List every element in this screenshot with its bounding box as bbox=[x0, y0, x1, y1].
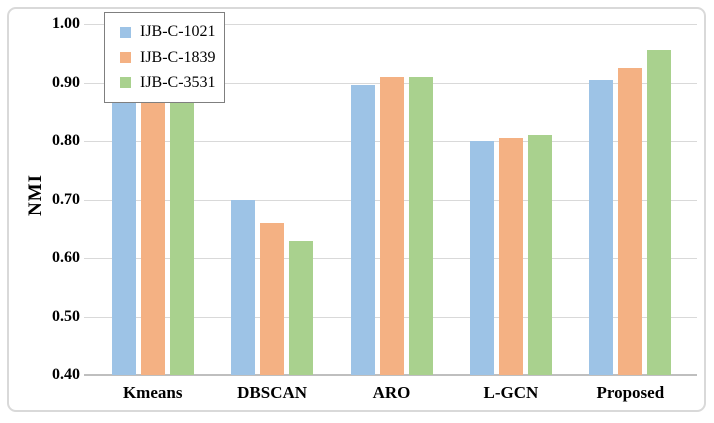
bar-group-dbscan bbox=[212, 24, 331, 375]
bar-aro-ijb-c-1021 bbox=[350, 85, 375, 375]
bar-dbscan-ijb-c-3531 bbox=[289, 240, 314, 375]
y-tick-label: 0.50 bbox=[52, 307, 80, 325]
bar-aro-ijb-c-3531 bbox=[408, 76, 433, 375]
gridline bbox=[84, 24, 697, 25]
bar-l-gcn-ijb-c-1021 bbox=[469, 141, 494, 375]
legend-item: IJB-C-3531 bbox=[120, 74, 224, 92]
y-tick-label: 0.90 bbox=[52, 73, 80, 91]
x-category-label-proposed: Proposed bbox=[596, 383, 665, 402]
bar-group-proposed bbox=[571, 24, 690, 375]
y-tick-label: 1.00 bbox=[52, 15, 80, 32]
bar-dbscan-ijb-c-1839 bbox=[260, 222, 285, 375]
bar-proposed-ijb-c-3531 bbox=[647, 50, 672, 375]
x-category-label-kmeans: Kmeans bbox=[122, 383, 183, 402]
bar-l-gcn-ijb-c-1839 bbox=[498, 138, 523, 375]
bar-group-kmeans bbox=[93, 24, 212, 375]
legend-label: IJB-C-1021 bbox=[140, 23, 216, 41]
bar-kmeans-ijb-c-1839 bbox=[140, 94, 165, 375]
bar-proposed-ijb-c-1839 bbox=[618, 67, 643, 375]
legend-item: IJB-C-1839 bbox=[120, 49, 224, 67]
y-tick-label: 0.60 bbox=[52, 249, 80, 266]
legend-label: IJB-C-3531 bbox=[140, 73, 216, 91]
x-category-label-dbscan: DBSCAN bbox=[237, 383, 308, 402]
legend-swatch-icon bbox=[120, 52, 131, 63]
bar-group-l-gcn bbox=[451, 24, 570, 375]
x-axis-line bbox=[84, 374, 697, 376]
plot-area bbox=[93, 24, 690, 375]
bar-aro-ijb-c-1839 bbox=[379, 76, 404, 375]
bar-group-aro bbox=[332, 24, 451, 375]
bar-proposed-ijb-c-1021 bbox=[589, 79, 614, 375]
legend: IJB-C-1021 IJB-C-1839 IJB-C-3531 bbox=[104, 12, 225, 103]
y-tick-label: 0.70 bbox=[52, 190, 80, 208]
legend-swatch-icon bbox=[120, 77, 131, 89]
bar-dbscan-ijb-c-1021 bbox=[231, 199, 256, 375]
legend-swatch-icon bbox=[120, 26, 131, 38]
legend-label: IJB-C-1839 bbox=[140, 48, 216, 66]
y-tick-label: 0.40 bbox=[52, 366, 80, 383]
x-category-label-aro: ARO bbox=[372, 383, 411, 402]
x-axis-category-labels: Kmeans DBSCAN ARO L-GCN Proposed bbox=[93, 383, 690, 403]
legend-item: IJB-C-1021 bbox=[120, 23, 224, 41]
bar-l-gcn-ijb-c-3531 bbox=[527, 135, 552, 375]
bar-kmeans-ijb-c-1021 bbox=[111, 94, 136, 375]
x-category-label-l-gcn: L-GCN bbox=[483, 383, 539, 402]
bar-kmeans-ijb-c-3531 bbox=[169, 94, 194, 375]
y-tick-label: 0.80 bbox=[52, 132, 80, 149]
